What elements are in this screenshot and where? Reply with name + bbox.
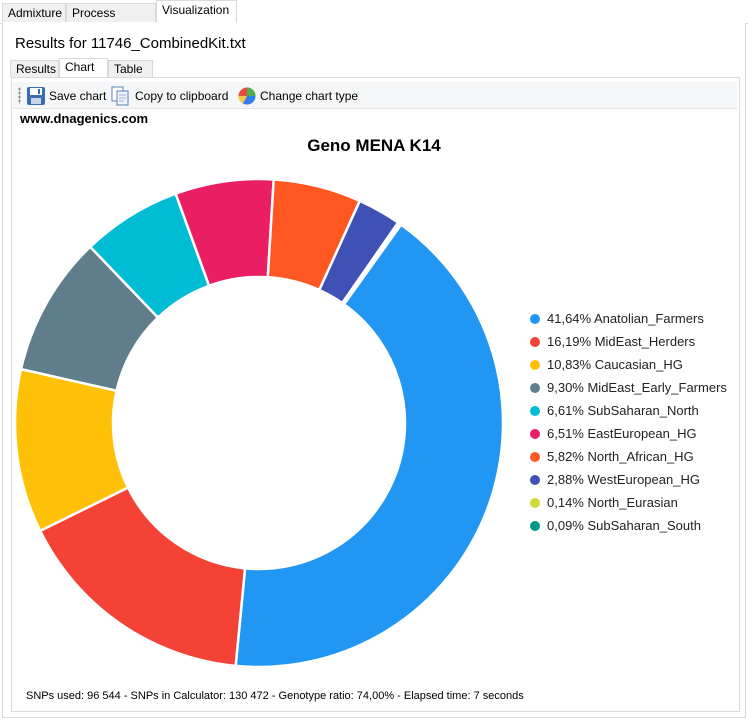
legend-item: 0,14% North_Eurasian (530, 494, 727, 517)
save-chart-button[interactable]: Save chart (26, 85, 106, 106)
chart-legend: 41,64% Anatolian_Farmers 16,19% MidEast_H… (530, 310, 727, 540)
legend-label: 9,30% MidEast_Early_Farmers (547, 380, 727, 395)
legend-item: 16,19% MidEast_Herders (530, 333, 727, 356)
donut-slice-9 (341, 222, 403, 307)
legend-item: 9,30% MidEast_Early_Farmers (530, 379, 727, 402)
legend-marker (530, 498, 540, 508)
donut-slice-0 (234, 222, 505, 669)
legend-item: 41,64% Anatolian_Farmers (530, 310, 727, 333)
save-icon (27, 86, 45, 105)
chart-toolbar: Save chart Copy to clipboard Change char… (13, 82, 737, 109)
legend-marker (530, 429, 540, 439)
donut-slice-1 (38, 485, 247, 668)
toolbar-grip[interactable] (18, 87, 21, 104)
legend-label: 2,88% WestEuropean_HG (547, 472, 700, 487)
chart-title: Geno MENA K14 (307, 136, 441, 155)
save-chart-label: Save chart (49, 88, 107, 103)
legend-marker (530, 337, 540, 347)
legend-item: 10,83% Caucasian_HG (530, 356, 727, 379)
legend-marker (530, 452, 540, 462)
legend-item: 6,51% EastEuropean_HG (530, 425, 727, 448)
legend-label: 6,61% SubSaharan_North (547, 403, 699, 418)
legend-item: 2,88% WestEuropean_HG (530, 471, 727, 494)
legend-item: 6,61% SubSaharan_North (530, 402, 727, 425)
pie-chart-icon (238, 87, 256, 104)
tab-visualization[interactable]: Visualization (156, 0, 237, 24)
legend-label: 6,51% EastEuropean_HG (547, 426, 697, 441)
brand-watermark: www.dnagenics.com (20, 111, 149, 126)
tab-admixture[interactable]: Admixture (2, 3, 66, 22)
copy-to-clipboard-button[interactable]: Copy to clipboard (110, 85, 228, 106)
legend-marker (530, 406, 540, 416)
legend-label: 16,19% MidEast_Herders (547, 334, 696, 349)
change-chart-type-label: Change chart type (260, 88, 359, 103)
legend-marker (530, 521, 540, 531)
legend-marker (530, 314, 540, 324)
results-title: Results for 11746_CombinedKit.txt (15, 35, 246, 52)
status-bar-text: SNPs used: 96 544 - SNPs in Calculator: … (26, 690, 524, 702)
legend-label: 0,14% North_Eurasian (547, 495, 678, 510)
legend-marker (530, 360, 540, 370)
copy-icon (111, 86, 129, 105)
tab-chart[interactable]: Chart (59, 58, 108, 78)
change-chart-type-button[interactable]: Change chart type (237, 85, 358, 106)
legend-label: 0,09% SubSaharan_South (547, 518, 701, 533)
legend-item: 0,09% SubSaharan_South (530, 517, 727, 540)
legend-label: 10,83% Caucasian_HG (547, 357, 683, 372)
tab-table[interactable]: Table (108, 60, 153, 77)
legend-marker (530, 475, 540, 485)
legend-label: 5,82% North_African_HG (547, 449, 694, 464)
legend-label: 41,64% Anatolian_Farmers (547, 311, 704, 326)
legend-marker (530, 383, 540, 393)
legend-item: 5,82% North_African_HG (530, 448, 727, 471)
tab-results[interactable]: Results (10, 60, 59, 77)
copy-to-clipboard-label: Copy to clipboard (135, 88, 229, 103)
